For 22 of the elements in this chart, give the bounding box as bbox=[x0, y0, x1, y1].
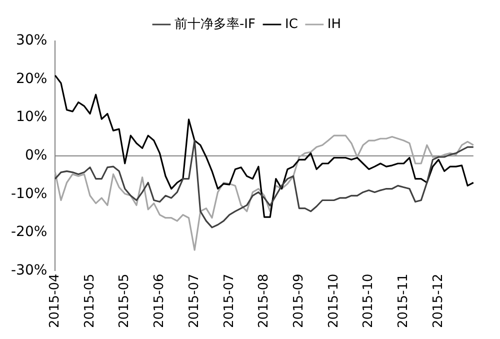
x-tick-label: 2015-10 bbox=[361, 274, 376, 328]
x-tick-label: 2015-07 bbox=[186, 274, 202, 328]
x-tick-label: 2015-11 bbox=[396, 274, 412, 328]
x-tick-label: 2015-08 bbox=[256, 274, 272, 328]
y-tick-label: -20% bbox=[10, 224, 48, 240]
y-tick-label: 20% bbox=[16, 70, 48, 87]
x-tick-label: 2015-05 bbox=[117, 274, 132, 328]
legend-label: 前十净多率-IF bbox=[174, 16, 256, 32]
x-tick-label: 2015-10 bbox=[326, 274, 342, 328]
legend-label: IC bbox=[284, 16, 298, 32]
x-tick-label: 2015-12 bbox=[430, 274, 446, 328]
y-tick-label: -10% bbox=[10, 186, 48, 202]
x-tick-label: 2015-07 bbox=[222, 274, 237, 328]
y-tick-label: 10% bbox=[16, 109, 48, 126]
x-tick-label: 2015-09 bbox=[292, 274, 307, 328]
x-tick-label: 2015-04 bbox=[48, 274, 63, 328]
x-tick-label: 2015-05 bbox=[82, 274, 98, 328]
y-tick-label: 0% bbox=[24, 147, 48, 164]
y-tick-label: -30% bbox=[10, 262, 48, 278]
x-tick-label: 2015-06 bbox=[152, 274, 168, 328]
legend-label: IH bbox=[327, 16, 342, 32]
y-tick-label: 30% bbox=[16, 32, 48, 49]
